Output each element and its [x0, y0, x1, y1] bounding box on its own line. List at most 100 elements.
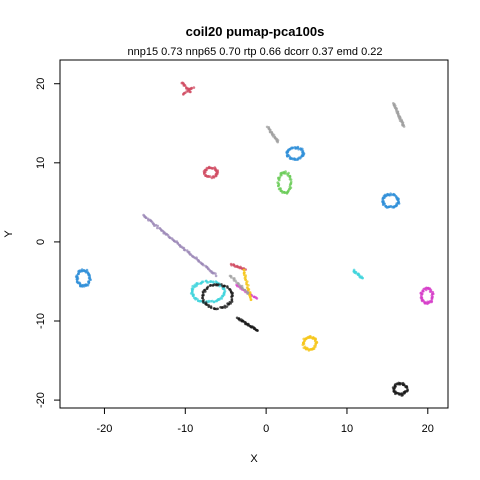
data-point: [233, 277, 236, 280]
data-point: [406, 389, 409, 392]
data-point: [299, 147, 303, 151]
data-point: [243, 288, 247, 292]
data-point: [286, 172, 290, 176]
data-point: [87, 280, 90, 284]
data-point: [183, 248, 187, 252]
data-point: [207, 305, 211, 309]
data-point: [211, 284, 215, 287]
x-axis: -20 -10 0 10 20: [97, 407, 434, 435]
data-point: [220, 283, 223, 286]
data-point: [238, 285, 242, 288]
data-point: [144, 216, 148, 220]
data-point: [222, 291, 226, 295]
data-point: [431, 295, 434, 299]
data-point: [204, 279, 208, 283]
y-tick-label: 10: [35, 157, 47, 169]
data-point: [291, 146, 294, 150]
data-point: [230, 295, 233, 299]
data-point: [190, 86, 193, 90]
data-point: [277, 184, 280, 188]
data-point: [278, 178, 281, 182]
data-point: [219, 296, 223, 300]
y-tick-label: 0: [35, 239, 47, 245]
data-point: [230, 276, 233, 279]
data-point: [289, 178, 293, 181]
data-point: [283, 191, 286, 194]
y-tick-label: -10: [35, 313, 47, 329]
chart-subtitle: nnp15 0.73 nnp65 0.70 rtp 0.66 dcorr 0.3…: [127, 46, 382, 58]
data-point: [223, 304, 227, 308]
data-point: [288, 174, 292, 178]
data-point: [423, 287, 427, 291]
data-point: [279, 187, 282, 190]
points-layer: [74, 81, 435, 397]
data-point: [212, 175, 215, 179]
data-point: [216, 307, 219, 311]
data-point: [192, 294, 195, 298]
data-point: [192, 285, 196, 289]
data-point: [288, 185, 292, 188]
data-point: [207, 299, 211, 303]
data-point: [201, 296, 204, 300]
x-tick-label: 20: [422, 423, 434, 435]
data-point: [285, 151, 289, 155]
data-point: [247, 284, 250, 287]
data-point: [201, 291, 205, 295]
data-point: [428, 301, 431, 304]
data-point: [230, 297, 234, 301]
data-point: [400, 392, 404, 396]
data-point: [289, 182, 293, 185]
data-point: [214, 274, 218, 278]
data-point: [189, 90, 192, 94]
data-point: [395, 204, 399, 207]
data-point: [214, 280, 218, 283]
plot-frame: [59, 59, 449, 409]
data-point: [293, 146, 297, 149]
data-point: [241, 287, 244, 290]
data-point: [314, 341, 318, 345]
data-point: [202, 263, 205, 267]
data-point: [201, 294, 204, 298]
data-point: [89, 278, 92, 282]
data-point: [255, 297, 259, 300]
data-point: [77, 270, 80, 274]
y-axis: -20 -10 0 10 20: [35, 78, 61, 408]
data-point: [209, 305, 213, 308]
data-point: [215, 171, 218, 175]
data-point: [354, 271, 358, 275]
data-point: [199, 282, 202, 285]
data-point: [156, 226, 159, 230]
data-point: [361, 276, 364, 280]
data-point: [393, 384, 397, 388]
data-point: [77, 272, 80, 276]
data-point: [225, 305, 229, 308]
data-point: [398, 393, 401, 396]
data-point: [212, 281, 215, 284]
data-point: [396, 382, 399, 386]
x-tick-label: 0: [263, 423, 269, 435]
data-point: [249, 298, 253, 302]
x-tick-label: 10: [341, 423, 353, 435]
data-point: [242, 268, 246, 272]
x-tick-label: -20: [97, 423, 113, 435]
data-point: [214, 272, 217, 275]
data-point: [215, 283, 218, 286]
y-tick-label: -20: [35, 392, 47, 408]
data-point: [246, 292, 249, 295]
data-point: [183, 84, 187, 87]
data-point: [383, 202, 386, 206]
data-point: [228, 300, 232, 304]
data-point: [276, 140, 280, 144]
data-point: [256, 329, 259, 332]
data-point: [192, 86, 196, 89]
x-axis-label: X: [250, 453, 258, 465]
data-point: [301, 343, 305, 347]
y-axis-label: Y: [3, 230, 15, 238]
data-point: [205, 286, 209, 290]
data-point: [302, 152, 305, 156]
data-point: [221, 306, 224, 309]
data-point: [397, 201, 400, 204]
data-point: [85, 283, 89, 287]
data-point: [244, 278, 247, 282]
